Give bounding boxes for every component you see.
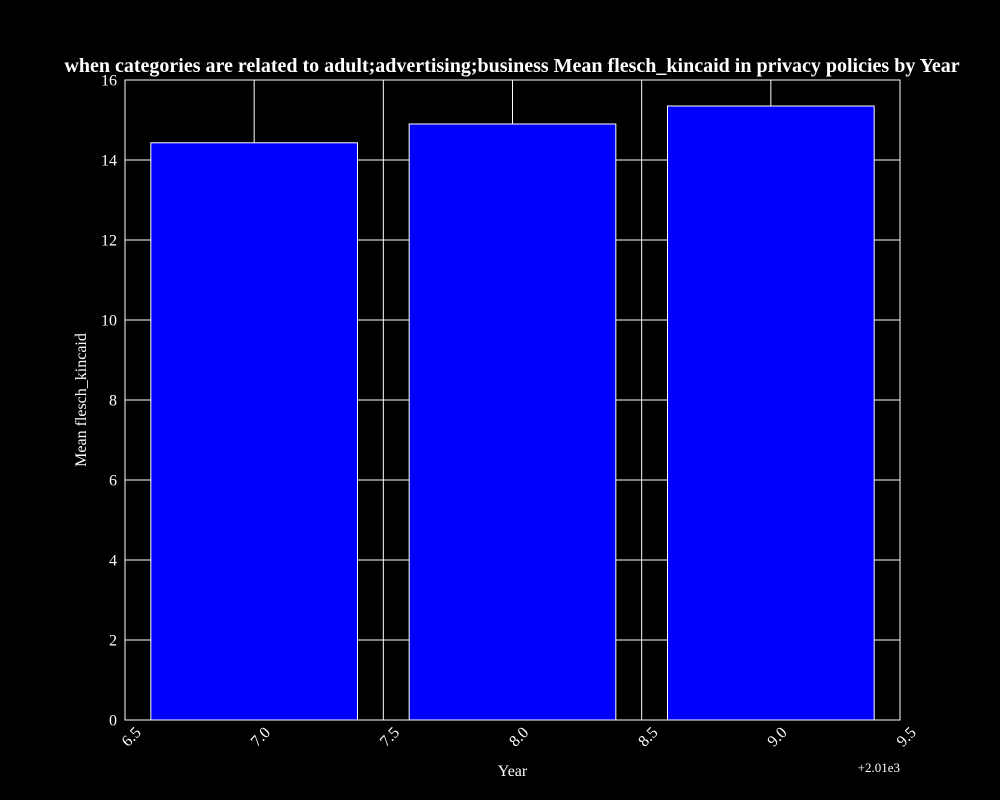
bar: [667, 105, 875, 721]
bar: [150, 142, 358, 721]
y-tick-label: 8: [109, 393, 117, 410]
y-tick-label: 4: [109, 553, 117, 570]
x-axis-offset-label: +2.01e3: [858, 760, 900, 775]
y-tick-label: 0: [109, 713, 117, 730]
chart-title: when categories are related to adult;adv…: [64, 55, 959, 77]
plot-frame: [124, 79, 901, 721]
y-tick-label: 14: [101, 153, 117, 170]
y-tick-label: 12: [101, 233, 117, 250]
y-axis-label: Mean flesch_kincaid: [73, 333, 90, 467]
x-axis-label: Year: [498, 763, 528, 780]
y-tick-label: 10: [101, 313, 117, 330]
y-tick-label: 2: [109, 633, 117, 650]
y-tick-label: 16: [101, 73, 117, 90]
y-tick-label: 6: [109, 473, 117, 490]
bars: [150, 105, 875, 721]
bar: [408, 123, 617, 721]
